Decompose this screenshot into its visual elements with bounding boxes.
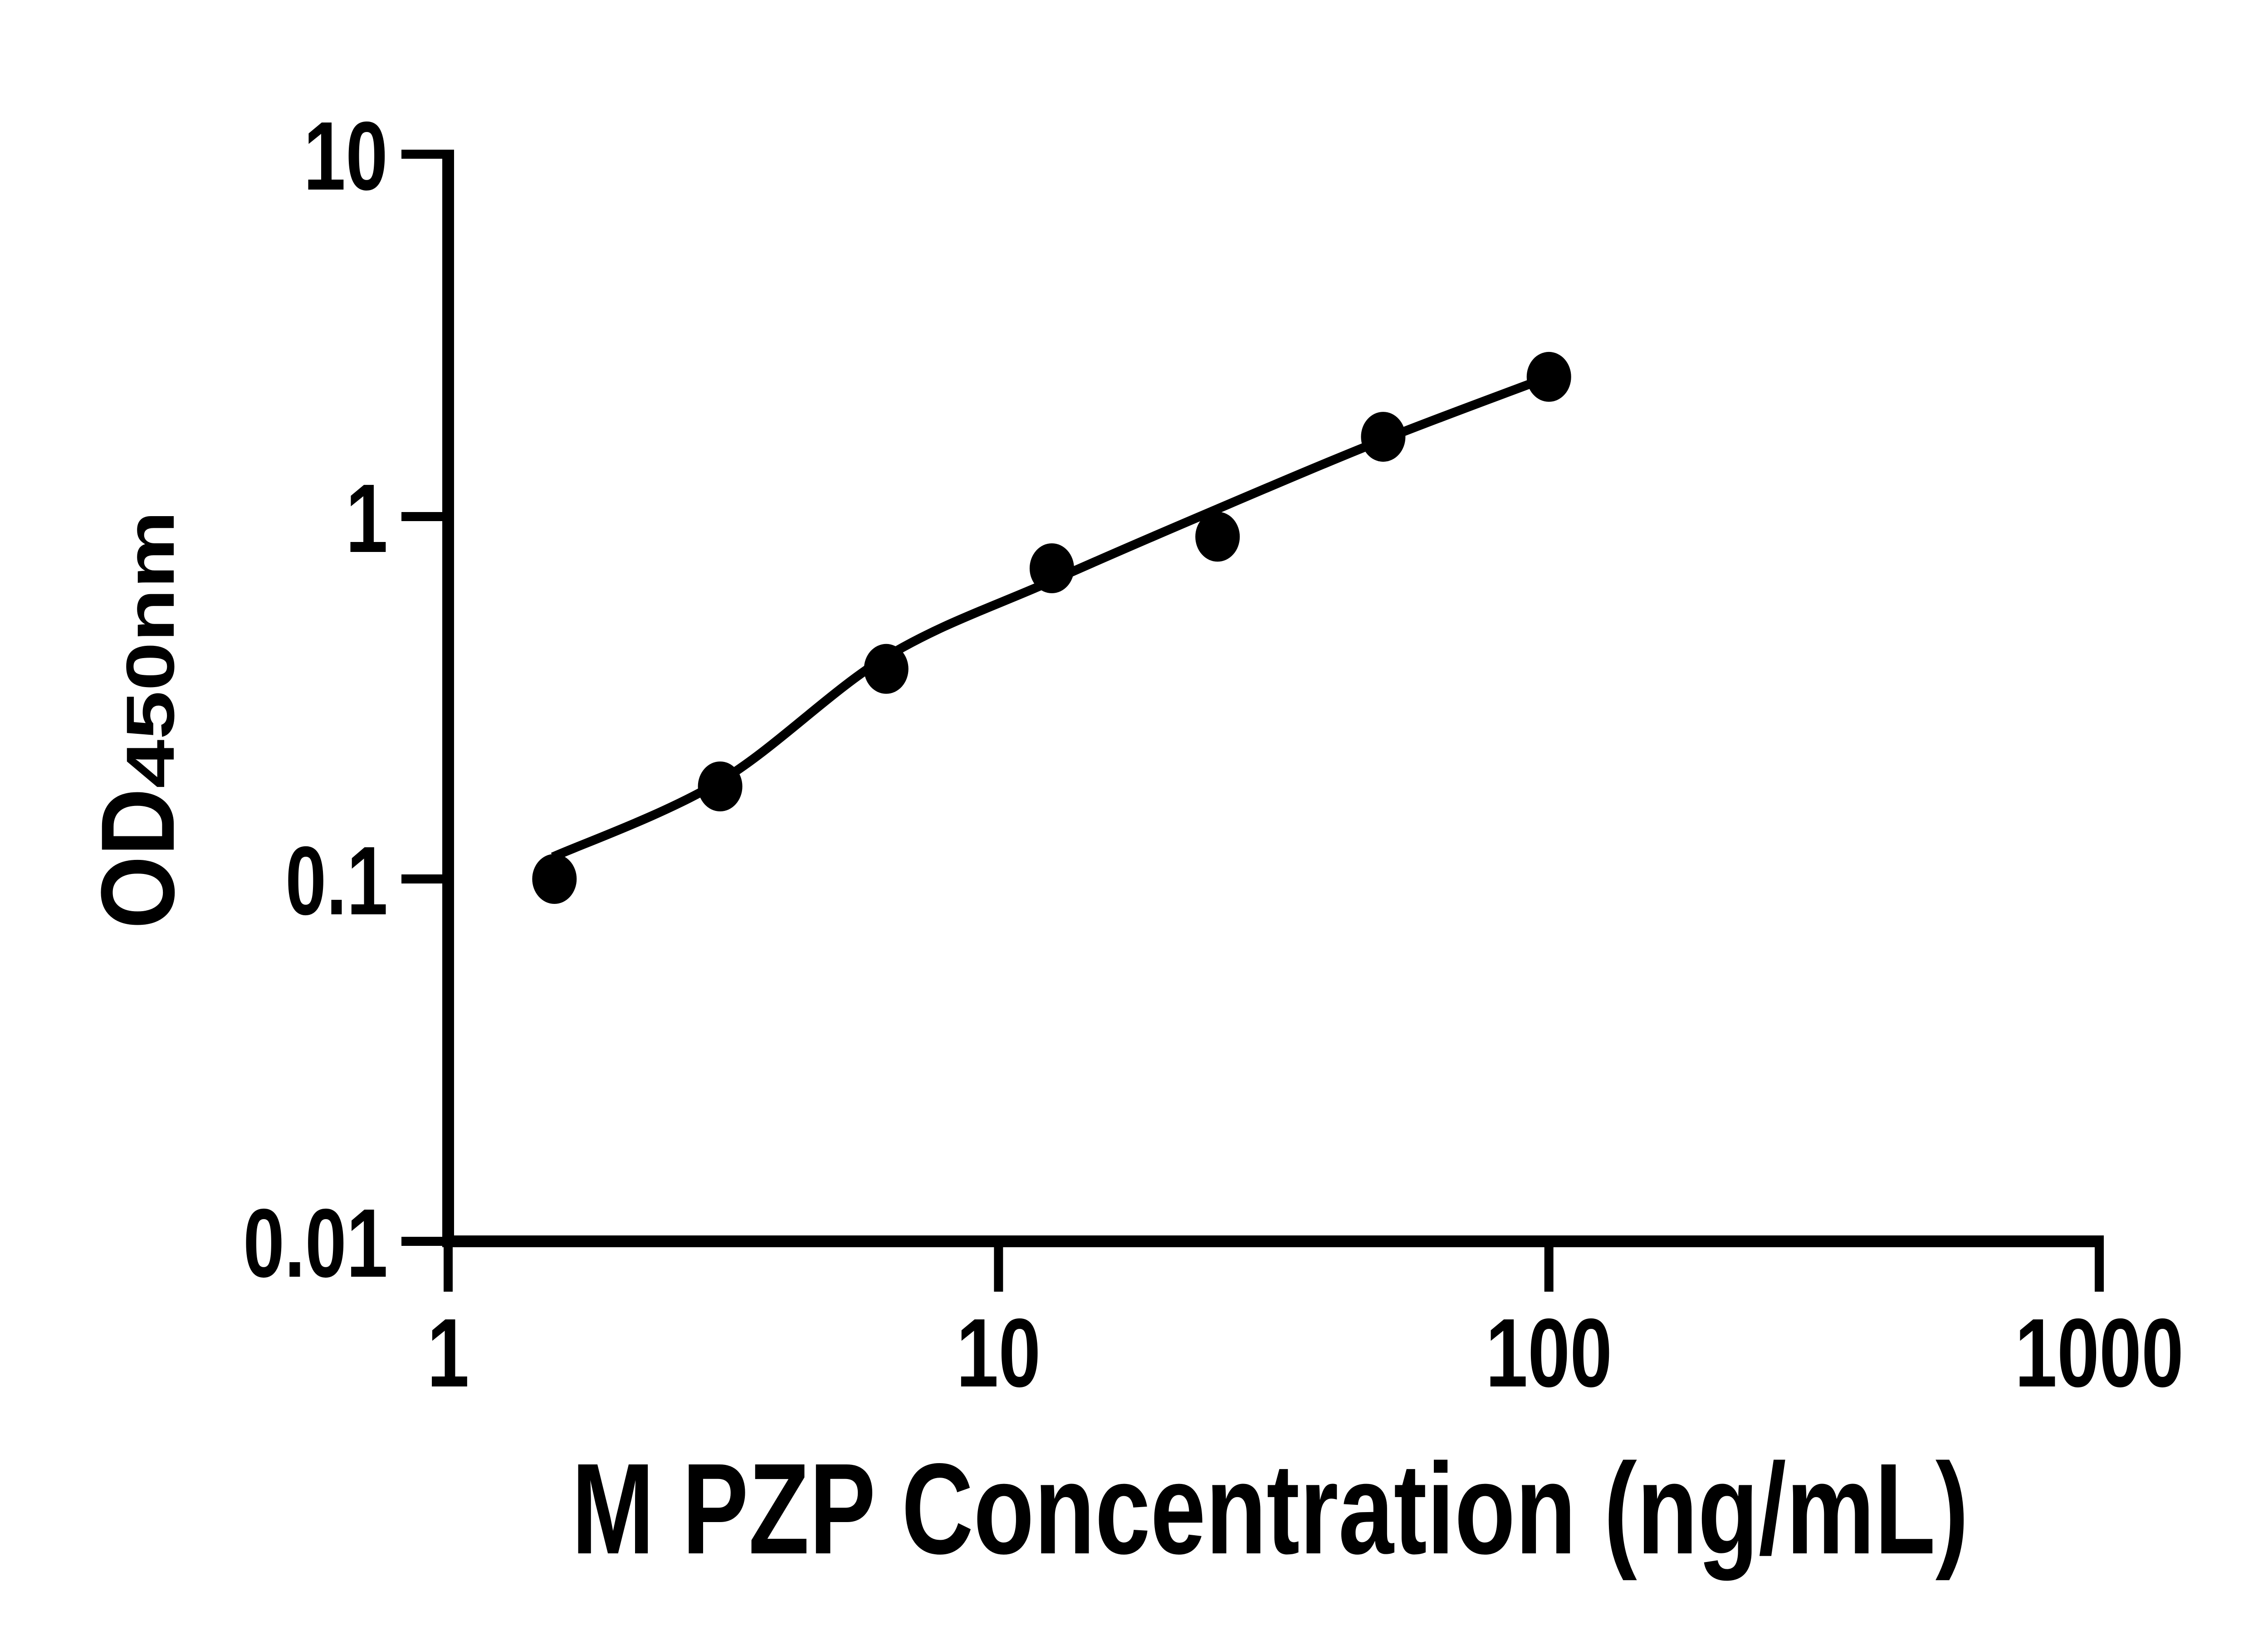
data-point [532,854,577,904]
data-point [1029,543,1074,593]
x-tick-label: 1000 [2015,1298,2184,1407]
data-point [1195,512,1240,562]
y-axis-title: OD450nm [79,511,196,929]
y-tick-label: 0.01 [243,1188,388,1298]
axes-layer: 1 10 100 1000 10 1 0.1 0.01 [243,101,2184,1407]
data-point [1361,412,1406,462]
y-tick-label: 1 [346,464,388,573]
x-tick-label: 1 [427,1298,469,1407]
data-layer [532,351,1571,904]
data-point [864,644,909,694]
data-point [1526,351,1571,402]
data-point [698,761,743,811]
y-tick-label: 0.1 [285,826,388,935]
x-tick-label: 10 [956,1298,1041,1407]
y-axis-title-main: OD [79,788,196,929]
x-tick-label: 100 [1486,1298,1612,1407]
y-tick-label: 10 [303,101,388,210]
x-axis-title: M PZP Concentration (ng/mL) [572,1437,1969,1581]
y-axis-title-subscript: 450nm [112,511,188,788]
